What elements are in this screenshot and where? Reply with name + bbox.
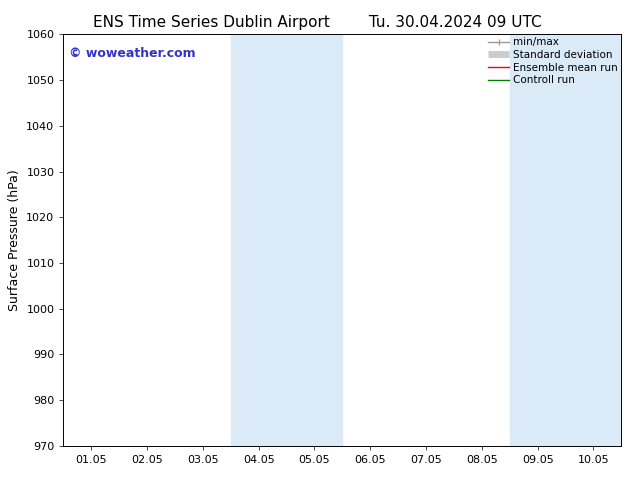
Bar: [231, 34, 342, 446]
Text: © woweather.com: © woweather.com: [69, 47, 196, 60]
Bar: [510, 34, 621, 446]
Legend: min/max, Standard deviation, Ensemble mean run, Controll run: min/max, Standard deviation, Ensemble me…: [488, 37, 618, 85]
Y-axis label: Surface Pressure (hPa): Surface Pressure (hPa): [8, 169, 21, 311]
Text: ENS Time Series Dublin Airport        Tu. 30.04.2024 09 UTC: ENS Time Series Dublin Airport Tu. 30.04…: [93, 15, 541, 30]
